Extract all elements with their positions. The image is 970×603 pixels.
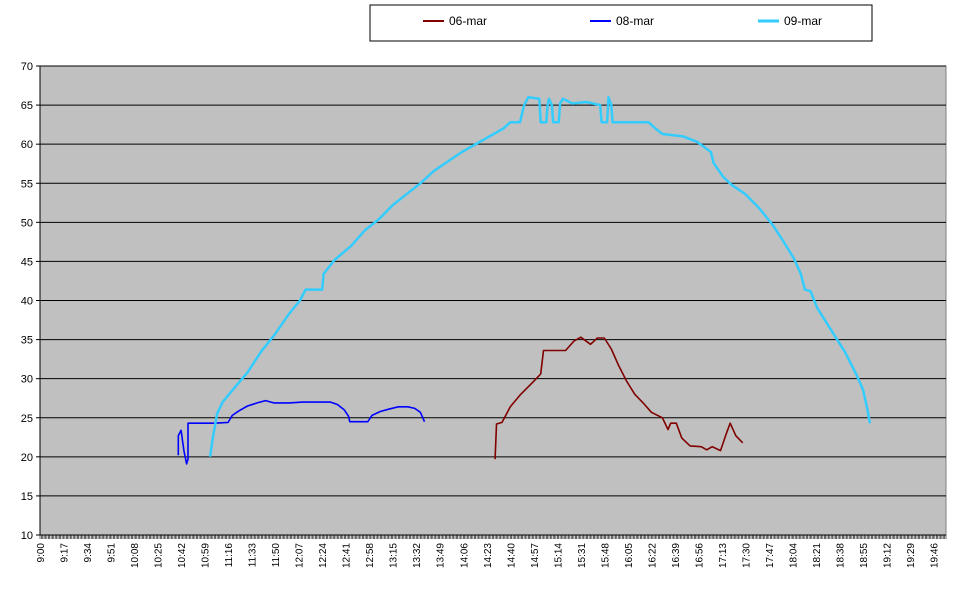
- x-tick-label: 10:59: [201, 543, 212, 568]
- x-tick-label: 12:07: [295, 543, 306, 568]
- x-tick-label: 9:17: [60, 543, 71, 563]
- x-tick-label: 16:22: [647, 543, 658, 568]
- x-tick-label: 18:55: [859, 543, 870, 568]
- x-tick-label: 9:00: [36, 543, 47, 563]
- series-lines: [177, 96, 872, 465]
- x-tick-label: 14:40: [506, 543, 517, 568]
- gridlines: [40, 65, 946, 497]
- x-minor-ticks: [39, 535, 947, 539]
- x-tick-label: 18:38: [835, 543, 846, 568]
- x-tick-label: 14:06: [459, 543, 470, 568]
- x-tick-label: 17:13: [718, 543, 729, 568]
- x-tick-label: 12:58: [365, 543, 376, 568]
- legend: 06-mar 08-mar 09-mar: [369, 4, 873, 42]
- legend-label-06-mar: 06-mar: [449, 14, 487, 28]
- x-tick-label: 10:25: [154, 543, 165, 568]
- x-tick-label: 14:57: [530, 543, 541, 568]
- x-tick-label: 13:32: [412, 543, 423, 568]
- x-tick-label: 15:31: [577, 543, 588, 568]
- x-tick-label: 19:29: [906, 543, 917, 568]
- y-tick-label: 10: [21, 530, 33, 542]
- x-tick-label: 19:46: [930, 543, 941, 568]
- x-tick-label: 9:51: [107, 543, 118, 563]
- x-tick-label: 11:16: [224, 543, 235, 568]
- y-tick-label: 30: [21, 374, 33, 386]
- x-tick-label: 11:33: [248, 543, 259, 568]
- x-tick-label: 16:05: [624, 543, 635, 568]
- y-tick-label: 20: [21, 452, 33, 464]
- y-tick-label: 15: [21, 491, 33, 503]
- x-tick-label: 9:34: [83, 543, 94, 563]
- x-tick-label: 17:47: [765, 543, 776, 568]
- x-tick-label: 12:24: [318, 543, 329, 568]
- x-tick-label: 13:15: [389, 543, 400, 568]
- y-tick-label: 55: [21, 178, 33, 190]
- y-tick-label: 65: [21, 100, 33, 112]
- x-tick-label: 14:23: [483, 543, 494, 568]
- x-tick-label: 16:56: [694, 543, 705, 568]
- y-tick-label: 50: [21, 217, 33, 229]
- x-tick-label: 10:42: [177, 543, 188, 568]
- y-tick-label: 40: [21, 296, 33, 308]
- x-tick-label: 10:08: [130, 543, 141, 568]
- x-tick-label: 15:48: [600, 543, 611, 568]
- x-tick-label: 11:50: [271, 543, 282, 568]
- legend-box: [369, 4, 873, 42]
- x-tick-label: 16:39: [671, 543, 682, 568]
- x-tick-label: 17:30: [741, 543, 752, 568]
- series-line-08-mar: [177, 399, 426, 465]
- series-line-09-mar: [208, 96, 872, 457]
- x-tick-label: 19:12: [883, 543, 894, 568]
- y-tick-label: 35: [21, 335, 33, 347]
- series-line-06-mar: [494, 336, 744, 460]
- y-tick-label: 60: [21, 139, 33, 151]
- x-tick-label: 13:49: [436, 543, 447, 568]
- y-tick-label: 25: [21, 413, 33, 425]
- legend-label-09-mar: 09-mar: [784, 14, 822, 28]
- x-tick-label: 18:04: [788, 543, 799, 568]
- x-tick-label: 12:41: [342, 543, 353, 568]
- x-tick-label: 18:21: [812, 543, 823, 568]
- y-tick-label: 45: [21, 256, 33, 268]
- y-tick-label: 70: [21, 61, 33, 73]
- axes: 10 15 20 25 30 35 40 45 50 55 60 65 70 9:00 9:17 9:34 9:…: [21, 61, 947, 568]
- legend-label-08-mar: 08-mar: [616, 14, 654, 28]
- x-tick-label: 15:14: [553, 543, 564, 568]
